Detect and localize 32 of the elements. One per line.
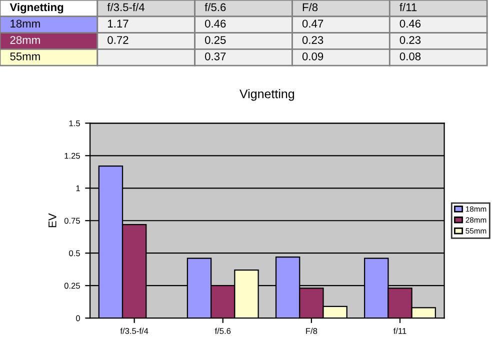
x-tick-label: f/11 [393,328,406,334]
data-label: 0.23 [302,36,324,44]
y-tick-label: 0.75 [64,218,80,224]
y-tick-label: 1 [76,185,80,192]
data-label: 1.17 [108,20,128,28]
x-tick-label: f/3.5-f/4 [120,328,148,334]
category-label: F/8 [302,3,318,12]
legend-title: Vignetting [10,2,64,14]
y-tick-label: 1.25 [64,152,80,159]
y-tick-label: 0 [76,315,80,322]
x-tick-label: f/5.6 [214,328,231,334]
data-label: 0.46 [400,20,421,28]
data-label: 0.25 [205,36,226,44]
data-label: 0.46 [205,20,226,28]
x-tick-label: F/8 [306,328,318,334]
text: 18mm [10,20,40,28]
data-label: 0.09 [302,52,324,60]
chart-title: Vignetting [240,89,294,101]
data-label: 0.47 [302,20,324,28]
y-axis-title: EV [48,213,56,228]
text: 55mm [10,52,40,60]
category-label: f/5.6 [204,3,226,12]
data-label: 0.23 [400,36,421,44]
y-tick-label: 0.5 [69,250,80,256]
data-label: 0.08 [400,52,421,60]
category-label: f/3.5-f/4 [107,3,145,12]
data-label: 0.72 [108,36,128,44]
y-tick-label: 1.5 [69,120,80,126]
category-label: f/11 [400,3,417,12]
text: 28mm [10,36,40,44]
data-label: 0.37 [205,52,226,60]
y-tick-label: 0.25 [64,282,80,289]
